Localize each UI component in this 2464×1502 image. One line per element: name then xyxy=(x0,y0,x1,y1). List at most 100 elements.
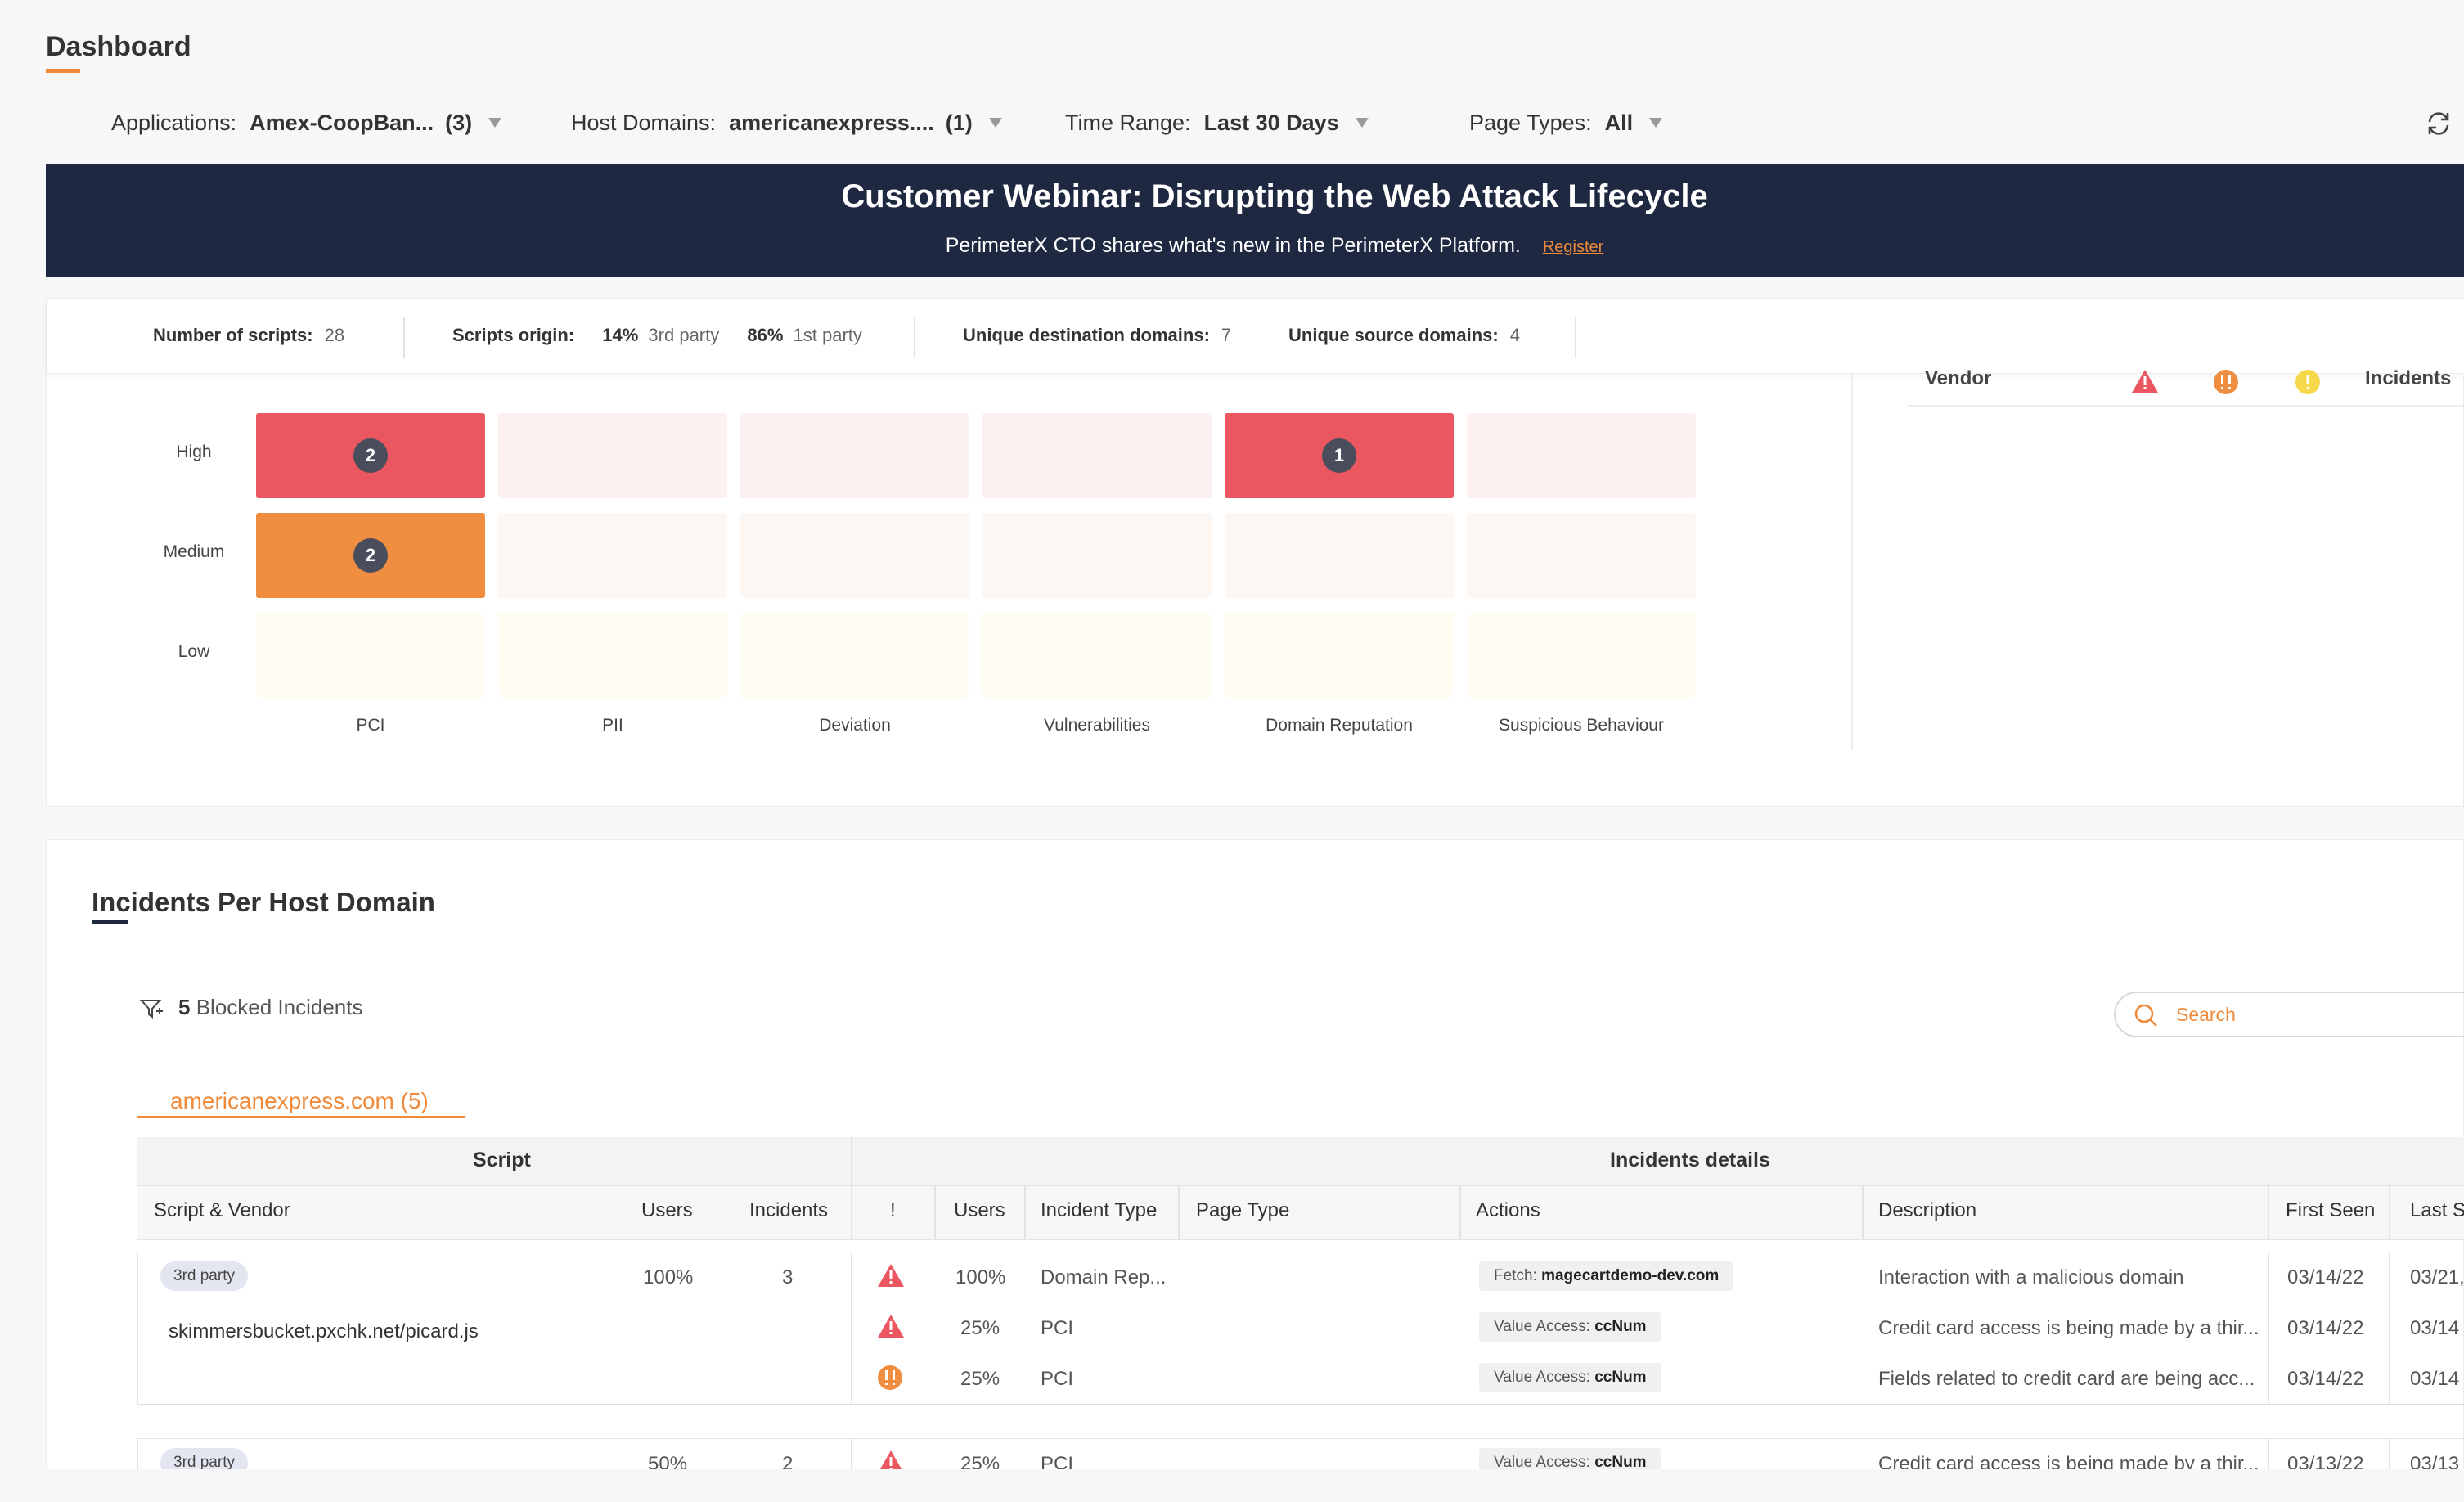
number-of-scripts-value: 28 xyxy=(324,325,345,345)
third-party-label: 3rd party xyxy=(648,325,720,345)
heatmap-col-label: Deviation xyxy=(819,716,891,735)
action-label: Value Access: xyxy=(1494,1369,1590,1386)
script-incidents: 3 xyxy=(782,1266,794,1288)
count-badge: 2 xyxy=(353,538,388,573)
unique-source-domains-label: Unique source domains: xyxy=(1288,325,1499,345)
col-divider xyxy=(2268,1186,2269,1240)
heatmap-row-label-high: High xyxy=(176,443,212,461)
col-divider xyxy=(2389,1186,2390,1240)
scripts-overview-card: Number of scripts: 28 Scripts origin: 14%… xyxy=(46,298,2464,807)
col-last-seen[interactable]: Last S xyxy=(2410,1199,2464,1221)
heatmap-cell-medium-domain-reputation[interactable] xyxy=(1225,513,1454,598)
heatmap-cell-high-suspicious-behaviour[interactable] xyxy=(1467,413,1696,498)
incident-users: 100% xyxy=(955,1266,1006,1288)
heatmap-col-label: Domain Reputation xyxy=(1266,716,1413,735)
number-of-scripts-stat: Number of scripts: 28 xyxy=(153,325,344,346)
first-seen: 03/14/22 xyxy=(2287,1368,2364,1390)
heatmap-cell-high-pii[interactable] xyxy=(498,413,727,498)
page-types-value: All xyxy=(1604,110,1634,135)
col-users-2[interactable]: Users xyxy=(954,1199,1005,1221)
low-severity-icon xyxy=(2295,370,2320,394)
heatmap-col-label: PII xyxy=(602,716,623,735)
col-script-vendor[interactable]: Script & Vendor xyxy=(154,1199,290,1221)
heatmap-cell-high-domain-reputation[interactable]: 1 xyxy=(1225,413,1454,498)
third-party-pct: 14% xyxy=(602,325,639,345)
host-domains-label: Host Domains: xyxy=(571,110,717,135)
action-value: ccNum xyxy=(1594,1454,1647,1471)
search-input[interactable] xyxy=(2176,1001,2454,1028)
col-description[interactable]: Description xyxy=(1878,1199,1977,1221)
count-badge: 1 xyxy=(1322,438,1356,473)
tab-americanexpress[interactable]: americanexpress.com (5) xyxy=(170,1088,429,1113)
col-divider xyxy=(1459,1186,1461,1240)
heatmap-cell-medium-suspicious-behaviour[interactable] xyxy=(1467,513,1696,598)
banner-subtitle: PerimeterX CTO shares what's new in the … xyxy=(0,234,2464,258)
page-title-underline xyxy=(46,69,80,73)
chevron-down-icon[interactable] xyxy=(1649,118,1663,128)
search-box[interactable] xyxy=(2114,992,2464,1037)
heatmap-cell-low-domain-reputation[interactable] xyxy=(1225,613,1454,698)
heatmap-cell-high-vulnerabilities[interactable] xyxy=(982,413,1212,498)
col-first-seen[interactable]: First Seen xyxy=(2286,1199,2376,1221)
col-divider xyxy=(1024,1186,1026,1240)
heatmap-cell-low-pii[interactable] xyxy=(498,613,727,698)
heatmap-cell-low-deviation[interactable] xyxy=(740,613,969,698)
col-incident-type[interactable]: Incident Type xyxy=(1041,1199,1158,1221)
incidents-column-header[interactable]: Incidents xyxy=(2365,367,2452,389)
medium-severity-icon xyxy=(878,1365,902,1390)
register-link[interactable]: Register xyxy=(1542,238,1604,256)
action-value: magecartdemo-dev.com xyxy=(1541,1267,1720,1284)
heatmap-col-label: PCI xyxy=(356,716,385,735)
banner-subtitle-text: PerimeterX CTO shares what's new in the … xyxy=(945,234,1521,257)
heatmap-cell-low-pci[interactable] xyxy=(256,613,485,698)
action-value: ccNum xyxy=(1594,1369,1647,1386)
page-types-filter[interactable]: Page Types: All xyxy=(1469,106,1663,139)
heatmap-cell-medium-vulnerabilities[interactable] xyxy=(982,513,1212,598)
last-seen: 03/14 xyxy=(2410,1317,2460,1339)
heatmap-cell-high-pci[interactable]: 2 xyxy=(256,413,485,498)
high-severity-icon xyxy=(878,1450,904,1473)
action-value: ccNum xyxy=(1594,1318,1647,1335)
vendor-column-header[interactable]: Vendor xyxy=(1925,367,1992,389)
filter-icon[interactable] xyxy=(139,996,164,1021)
applications-value: Amex-CoopBan... xyxy=(250,110,434,135)
blocked-count: 5 xyxy=(178,995,191,1019)
chevron-down-icon[interactable] xyxy=(988,118,1002,128)
applications-label: Applications: xyxy=(111,110,237,135)
script-name[interactable]: skimmersbucket.pxchk.net/picard.js xyxy=(169,1320,479,1342)
col-incidents[interactable]: Incidents xyxy=(749,1199,829,1221)
heatmap-cell-medium-pci[interactable]: 2 xyxy=(256,513,485,598)
unique-destination-domains-value: 7 xyxy=(1221,325,1232,345)
unique-destination-domains-stat: Unique destination domains: 7 xyxy=(963,325,1231,346)
col-page-type[interactable]: Page Type xyxy=(1196,1199,1290,1221)
chevron-down-icon[interactable] xyxy=(1355,118,1369,128)
heatmap-cell-high-deviation[interactable] xyxy=(740,413,969,498)
blocked-label: Blocked Incidents xyxy=(196,995,363,1019)
table-header xyxy=(137,1186,2464,1240)
applications-filter[interactable]: Applications: Amex-CoopBan... (3) xyxy=(111,106,502,139)
scripts-origin-stat: Scripts origin: 14% 3rd party 86% 1st pa… xyxy=(452,325,862,346)
heatmap-cell-medium-pii[interactable] xyxy=(498,513,727,598)
banner-title: Customer Webinar: Disrupting the Web Att… xyxy=(841,178,1708,214)
incidents-title: Incidents Per Host Domain xyxy=(92,887,435,917)
heatmap-col-label: Suspicious Behaviour xyxy=(1499,716,1664,735)
col-divider xyxy=(1862,1186,1864,1240)
action-label: Fetch: xyxy=(1494,1267,1537,1284)
heatmap-cell-medium-deviation[interactable] xyxy=(740,513,969,598)
col-users[interactable]: Users xyxy=(641,1199,693,1221)
webinar-banner: Customer Webinar: Disrupting the Web Att… xyxy=(46,164,2464,277)
incident-description: Fields related to credit card are being … xyxy=(1878,1368,2255,1390)
incident-description: Interaction with a malicious domain xyxy=(1878,1266,2184,1288)
col-divider xyxy=(2389,1252,2390,1405)
incident-type: Domain Rep... xyxy=(1041,1266,1167,1288)
host-domains-filter[interactable]: Host Domains: americanexpress.... (1) xyxy=(571,106,1002,139)
heatmap-cell-low-suspicious-behaviour[interactable] xyxy=(1467,613,1696,698)
unique-source-domains-stat: Unique source domains: 4 xyxy=(1288,325,1520,346)
refresh-icon[interactable] xyxy=(2425,110,2453,137)
table-row[interactable] xyxy=(137,1252,2464,1405)
col-actions[interactable]: Actions xyxy=(1476,1199,1540,1221)
chevron-down-icon[interactable] xyxy=(488,118,502,128)
col-severity[interactable]: ! xyxy=(890,1199,896,1221)
heatmap-cell-low-vulnerabilities[interactable] xyxy=(982,613,1212,698)
time-range-filter[interactable]: Time Range: Last 30 Days xyxy=(1065,106,1369,139)
